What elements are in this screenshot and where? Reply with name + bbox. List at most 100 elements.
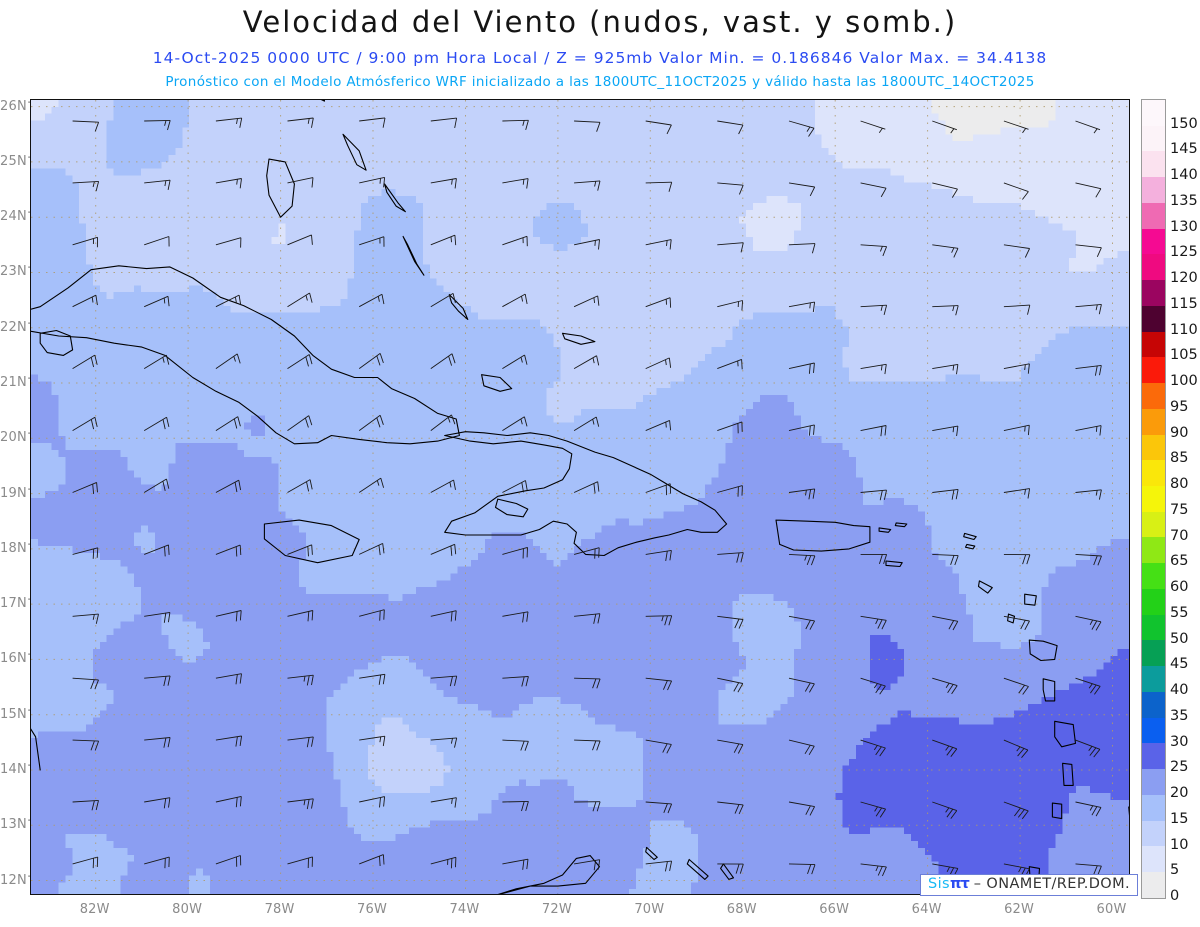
wind-barb [1075,244,1102,257]
wind-barb [574,239,600,250]
colorbar-tick-label: 30 [1170,733,1189,750]
colorbar-tick-label: 100 [1170,373,1198,390]
lat-tick-label: 25N [0,153,27,169]
wind-barb [502,354,528,369]
colorbar-tick-label: 130 [1170,218,1198,235]
wind-barb [359,176,386,188]
wind-barb [502,800,529,812]
coastline-anguilla [963,532,977,541]
wind-barb [502,178,529,189]
coastline-isla_juventud [39,329,74,356]
wind-barb [287,736,314,748]
wind-barb [143,354,170,369]
map-container[interactable] [30,99,1130,895]
wind-barb [287,674,314,686]
colorbar-band [1142,100,1165,126]
wind-barb [1003,304,1031,315]
wind-barb [502,293,528,308]
wind-barb [573,547,600,559]
wind-barb [860,739,886,757]
wind-barb [860,120,886,133]
wind-barb [1003,615,1030,631]
logo-pi-icon: πτ [950,876,970,892]
lon-tick-label: 60W [1096,902,1127,917]
wind-barb [573,295,600,308]
wind-barb [717,182,744,195]
wind-barb [860,244,888,257]
wind-barb [502,119,529,131]
wind-barb [502,235,528,247]
wind-barb [215,795,242,808]
wind-barb [1075,364,1102,376]
map-frame [30,99,1130,895]
wind-barb [860,801,886,818]
wind-barb [788,424,815,436]
colorbar-tick-label: 105 [1170,347,1198,364]
wind-barb [72,613,99,624]
coastline-antigua [1024,593,1037,606]
lon-tick-label: 82W [79,902,110,917]
wind-barb [574,677,601,689]
lat-tick-mark: · [27,372,32,388]
lat-tick-label: 13N [0,817,27,833]
coastline-bonaire [720,863,735,880]
wind-barb [645,357,672,370]
wind-barb [72,547,99,559]
wind-barb [502,676,529,687]
colorbar-band [1142,537,1165,564]
wind-barb [1003,363,1030,374]
header: Velocidad del Viento (nudos, vast. y som… [0,0,1200,89]
wind-barb [215,479,242,493]
wind-barb [287,177,314,188]
wind-barb [717,801,744,815]
colorbar-tick-label: 55 [1170,604,1189,621]
coastline-saba_stm [964,543,976,550]
coastline-acklins [448,294,469,321]
wind-barb [1003,739,1029,758]
wind-barb [717,739,744,754]
wind-barb [72,416,98,431]
wind-barb [717,677,744,693]
wind-barb [932,363,959,375]
wind-barb [1075,801,1102,817]
lat-tick-label: 24N [0,209,27,225]
colorbar-tick-label: 25 [1170,759,1189,776]
wind-barb [72,677,99,690]
wind-barb [430,737,458,748]
wind-barb [932,553,959,566]
colorbar-band [1142,202,1165,229]
wind-barb [860,425,887,437]
wind-barb [1075,425,1102,436]
colorbar-band [1142,640,1165,667]
wind-barb [215,294,242,308]
colorbar-tick-label: 120 [1170,270,1198,287]
coastline-curacao [686,858,709,880]
wind-barb [860,615,887,630]
wind-barb [72,799,99,811]
coastline-guadeloupe [1028,639,1058,662]
wind-barb [430,178,457,189]
wind-barb [144,236,170,247]
wind-barb [860,553,888,565]
wind-barb [645,483,672,496]
page-title: Velocidad del Viento (nudos, vast. y som… [242,5,958,39]
colorbar-band [1142,691,1165,718]
wind-barb [144,856,170,869]
wind-barb [144,295,170,308]
lon-tick-label: 62W [1004,902,1035,917]
wind-barb [1075,489,1102,500]
wind-barb [932,425,959,437]
colorbar-tick-label: 150 [1170,115,1198,132]
colorbar-tick-label: 85 [1170,450,1189,467]
colorbar-band [1142,588,1165,615]
wind-barb [72,481,98,494]
wind-barb [430,797,457,808]
wind-barb [1003,801,1029,820]
colorbar-tick-label: 0 [1170,888,1180,904]
lon-tick-label: 66W [819,902,850,917]
wind-barb [287,354,313,369]
wind-barb [1075,677,1101,695]
wind-barb [359,117,386,128]
colorbar-band [1142,511,1165,538]
wind-barb [645,239,672,250]
